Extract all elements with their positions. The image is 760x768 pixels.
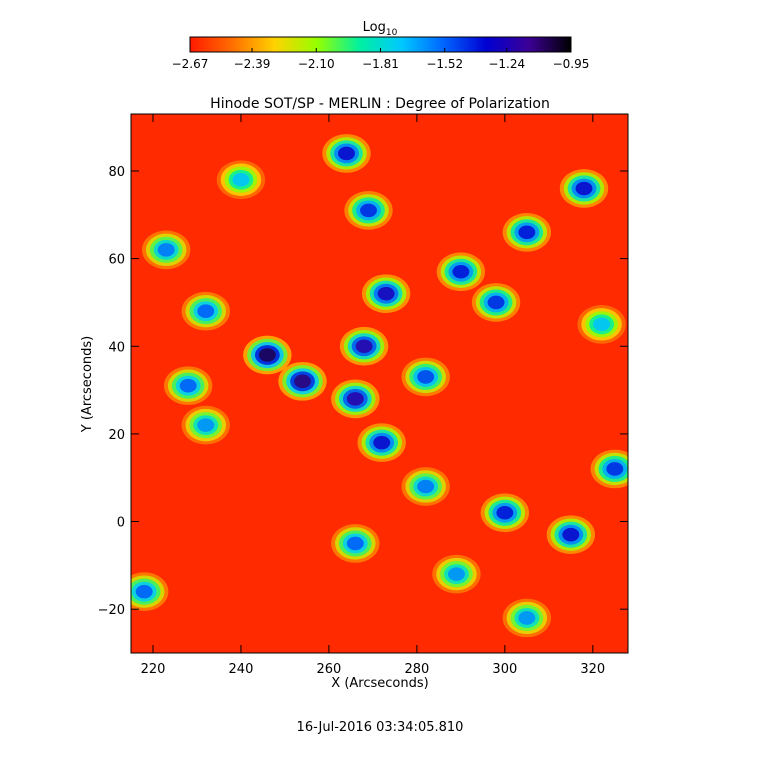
- heatmap-feature: [401, 357, 450, 397]
- heatmap-patch: [294, 374, 311, 389]
- heatmap-feature: [480, 493, 530, 533]
- heatmap-feature: [331, 379, 380, 419]
- colorbar-tick-label: −2.10: [298, 57, 335, 71]
- heatmap-patch: [448, 567, 465, 581]
- heatmap-feature: [361, 274, 411, 314]
- x-tick-label: 240: [229, 662, 254, 677]
- x-tick-label: 280: [404, 662, 429, 677]
- heatmap-feature: [181, 405, 230, 445]
- y-tick-label: 40: [108, 340, 125, 355]
- heatmap-feature: [577, 304, 626, 344]
- heatmap-patch: [355, 339, 373, 354]
- y-tick-label: 60: [108, 253, 125, 268]
- timestamp: 16-Jul-2016 03:34:05.810: [297, 720, 464, 735]
- heatmap-feature: [243, 335, 292, 375]
- heatmap-patch: [575, 181, 593, 196]
- heatmap-patch: [562, 527, 580, 542]
- x-tick-label: 260: [317, 662, 342, 677]
- colorbar-tick-label: −0.95: [553, 57, 590, 71]
- colorbar-tick-label: −2.39: [234, 57, 271, 71]
- heatmap-patch: [157, 243, 175, 257]
- x-axis-label: X (Arcseconds): [331, 676, 428, 691]
- heatmap-patch: [232, 172, 250, 187]
- heatmap-patch: [518, 611, 536, 625]
- heatmap-patch: [258, 348, 276, 362]
- heatmap-feature: [436, 252, 486, 292]
- heatmap-feature: [216, 160, 266, 200]
- heatmap-feature: [331, 524, 380, 563]
- heatmap-feature: [471, 283, 521, 322]
- colorbar-label-subscript: 10: [386, 28, 398, 38]
- heatmap-feature: [322, 134, 371, 173]
- heatmap-patch: [417, 479, 435, 494]
- heatmap-patch: [593, 317, 611, 332]
- y-tick-label: 20: [108, 428, 125, 443]
- plot-area: [130, 113, 629, 654]
- heatmap-patch: [417, 370, 435, 384]
- heatmap-patch: [346, 392, 364, 406]
- heatmap-feature: [401, 467, 450, 506]
- heatmap-feature: [344, 191, 393, 230]
- heatmap-feature: [131, 572, 169, 611]
- heatmap-patch: [518, 225, 536, 240]
- colorbar-tick-label: −2.67: [172, 57, 209, 71]
- heatmap-feature: [141, 230, 191, 270]
- colorbar-tick-label: −1.52: [426, 57, 463, 71]
- x-tick-label: 300: [492, 662, 517, 677]
- colorbar-label: Log10: [363, 20, 398, 38]
- y-tick-label: 80: [108, 165, 125, 180]
- colorbar-tick-label: −1.81: [362, 57, 399, 71]
- plot-frame: [130, 113, 629, 654]
- x-axis: 220 240 260 280 300 320: [141, 114, 605, 677]
- heatmap-patch: [377, 286, 395, 301]
- heatmap-feature: [163, 366, 213, 406]
- heatmap-patch: [373, 435, 391, 450]
- heatmap-feature: [502, 598, 552, 638]
- colorbar-tick-label: −1.24: [488, 57, 525, 71]
- heatmap-patch: [179, 378, 197, 393]
- x-tick-label: 220: [141, 662, 166, 677]
- heatmap-patch: [346, 536, 364, 551]
- colorbar-ticks: −2.67 −2.39 −2.10 −1.81 −1.52 −1.24 −0.95: [172, 48, 590, 71]
- heatmap-patch: [496, 505, 514, 520]
- heatmap-patch: [197, 418, 215, 432]
- heatmap-patch: [606, 462, 624, 476]
- y-tick-label: −20: [98, 603, 125, 618]
- heatmap-patch: [197, 304, 215, 318]
- heatmap-feature: [432, 554, 481, 594]
- heatmap-patch: [338, 146, 355, 161]
- heatmap-feature: [278, 361, 327, 401]
- colorbar: Log10 −2.67 −2.39 −2.10 −1.81 −1.52 −1.24 −0.9…: [172, 20, 590, 71]
- heatmap-patch: [360, 203, 377, 218]
- heatmap-patch: [452, 264, 470, 279]
- heatmap-patch: [135, 584, 153, 599]
- y-axis: −20 0 20 40 60 80: [98, 165, 628, 618]
- y-tick-label: 0: [117, 516, 125, 531]
- heatmap-features: [131, 134, 628, 638]
- heatmap-feature: [357, 423, 406, 463]
- colorbar-label-base: Log: [363, 20, 386, 35]
- x-tick-label: 320: [580, 662, 605, 677]
- heatmap-feature: [339, 326, 389, 366]
- heatmap-patch: [487, 295, 505, 310]
- y-axis-label: Y (Arcseconds): [80, 336, 95, 433]
- heatmap-feature: [590, 449, 628, 489]
- heatmap-feature: [546, 515, 596, 555]
- heatmap-feature: [559, 169, 609, 208]
- heatmap-feature: [502, 212, 552, 252]
- heatmap-feature: [181, 291, 230, 331]
- chart-title: Hinode SOT/SP - MERLIN : Degree of Polar…: [210, 96, 550, 112]
